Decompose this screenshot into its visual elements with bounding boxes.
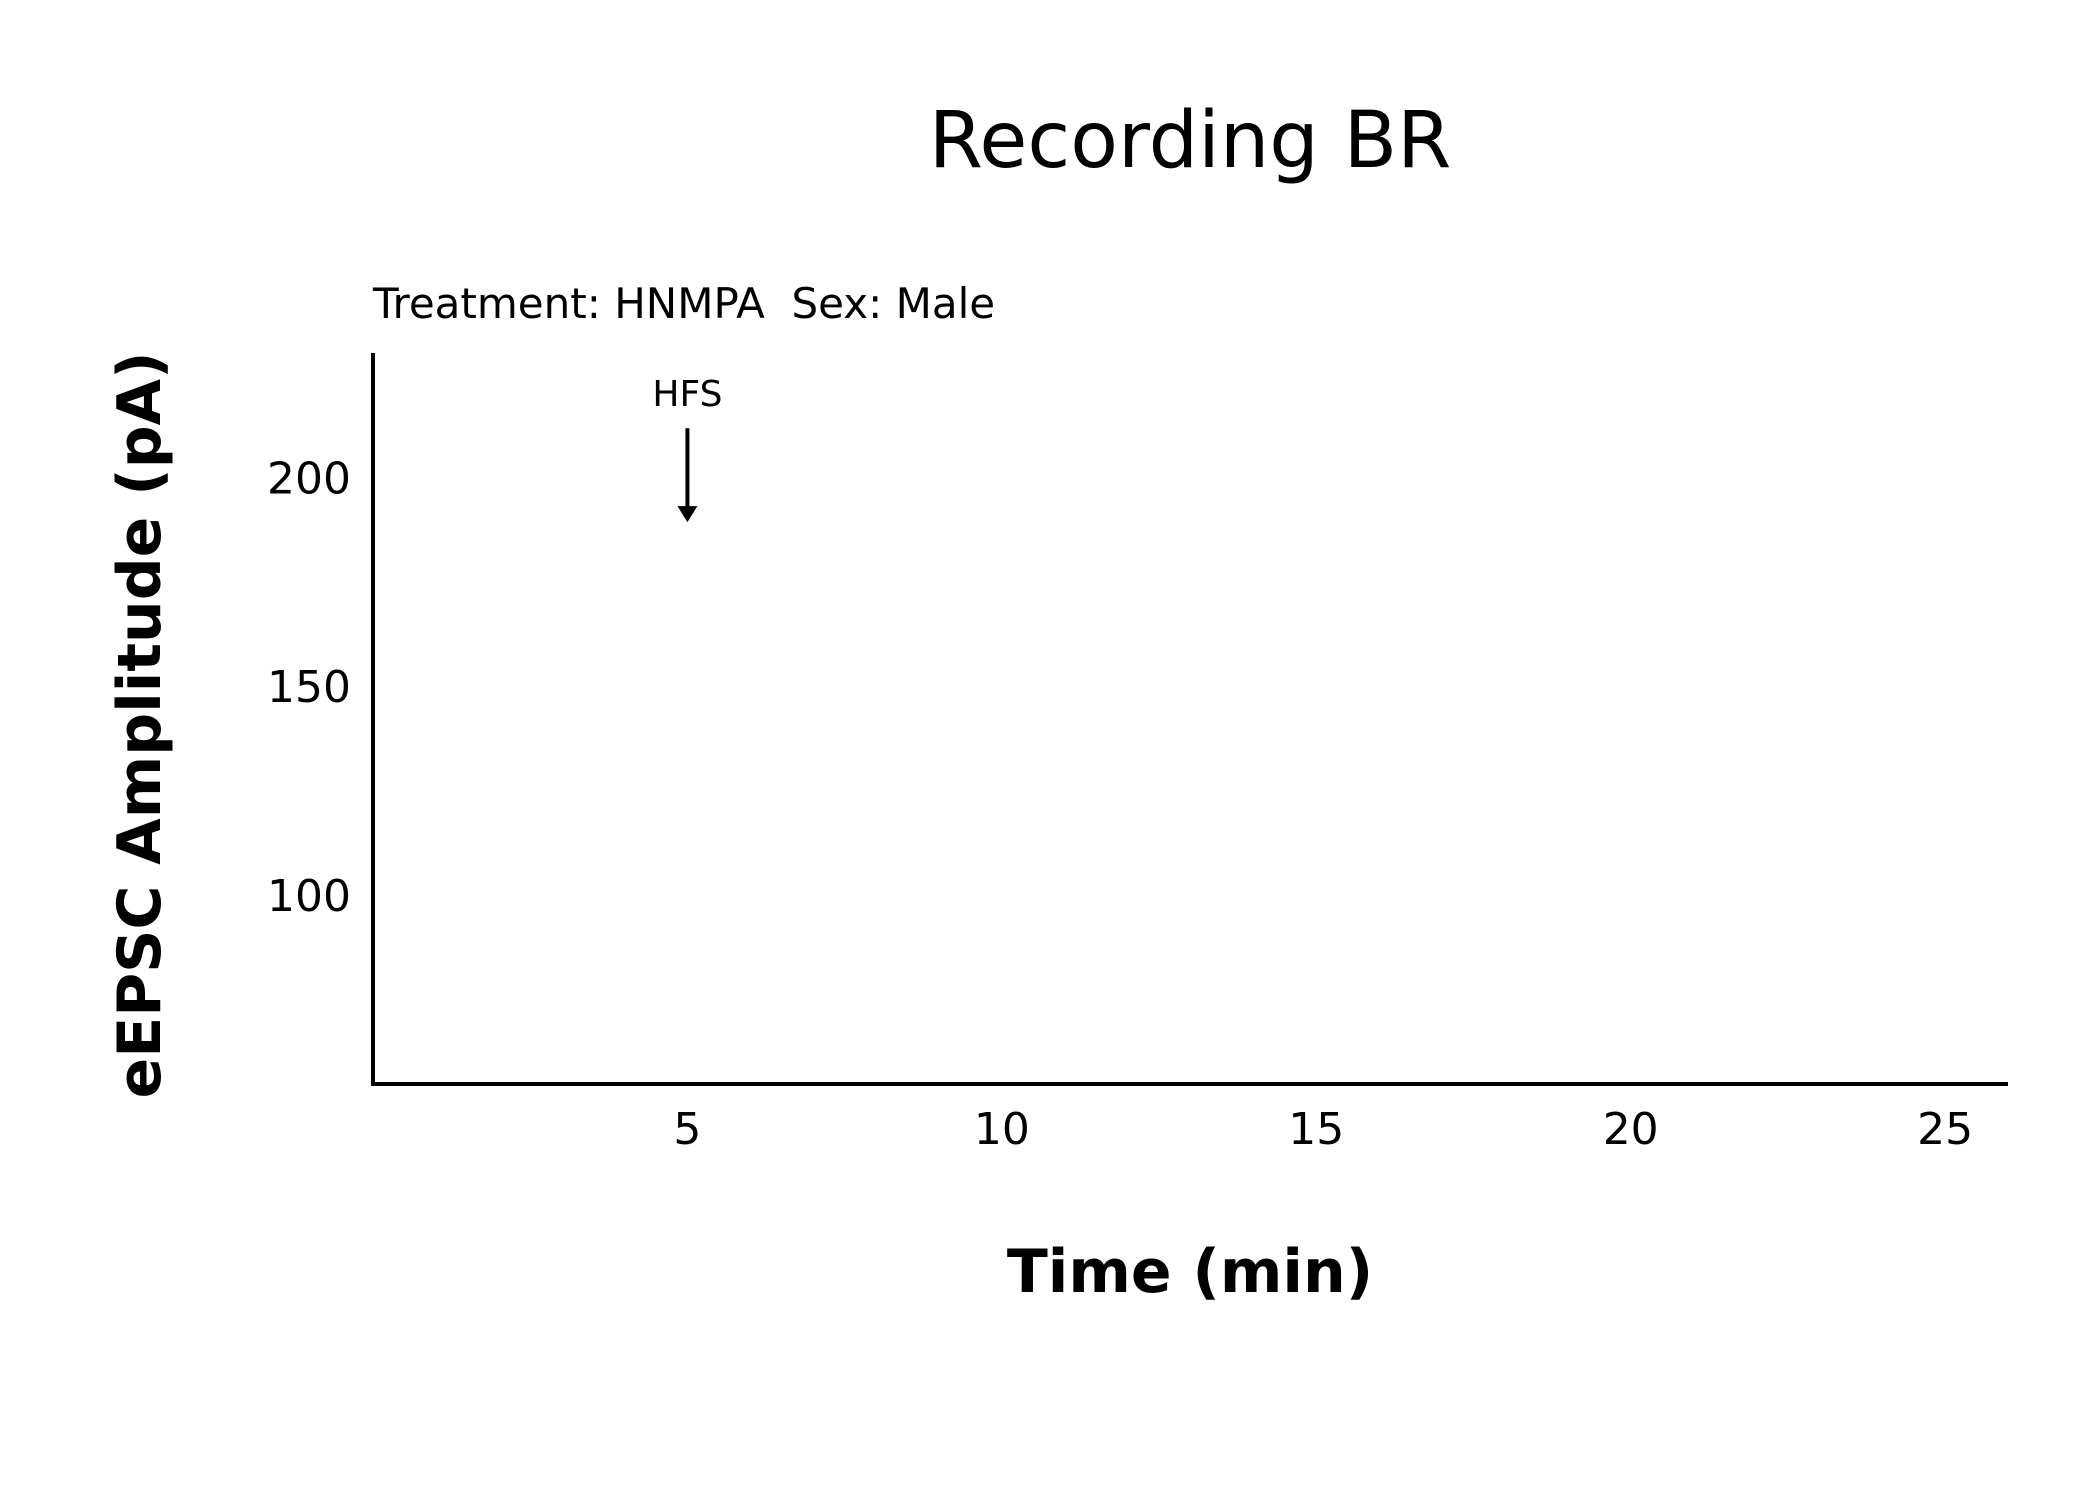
x-tick-label: 20 [1603,1104,1659,1155]
x-tick-label: 5 [673,1104,701,1155]
y-tick-label: 100 [267,871,351,922]
hfs-annotation-label: HFS [652,374,722,415]
x-tick-labels: 5 10 15 20 25 [673,1104,1973,1155]
hfs-arrow-head [677,506,698,523]
x-tick-label: 25 [1917,1104,1973,1155]
annotations: HFS [652,374,722,523]
x-tick-label: 15 [1288,1104,1344,1155]
x-tick-label: 10 [974,1104,1030,1155]
y-tick-label: 200 [267,453,351,504]
y-tick-label: 150 [267,662,351,713]
x-axis-label: Time (min) [1007,1237,1373,1307]
chart-subtitle: Treatment: HNMPA Sex: Male [372,279,995,328]
y-axis-label: eEPSC Amplitude (pA) [105,352,175,1099]
y-tick-labels: 100 150 200 [267,453,351,922]
chart-title: Recording BR [929,96,1452,186]
